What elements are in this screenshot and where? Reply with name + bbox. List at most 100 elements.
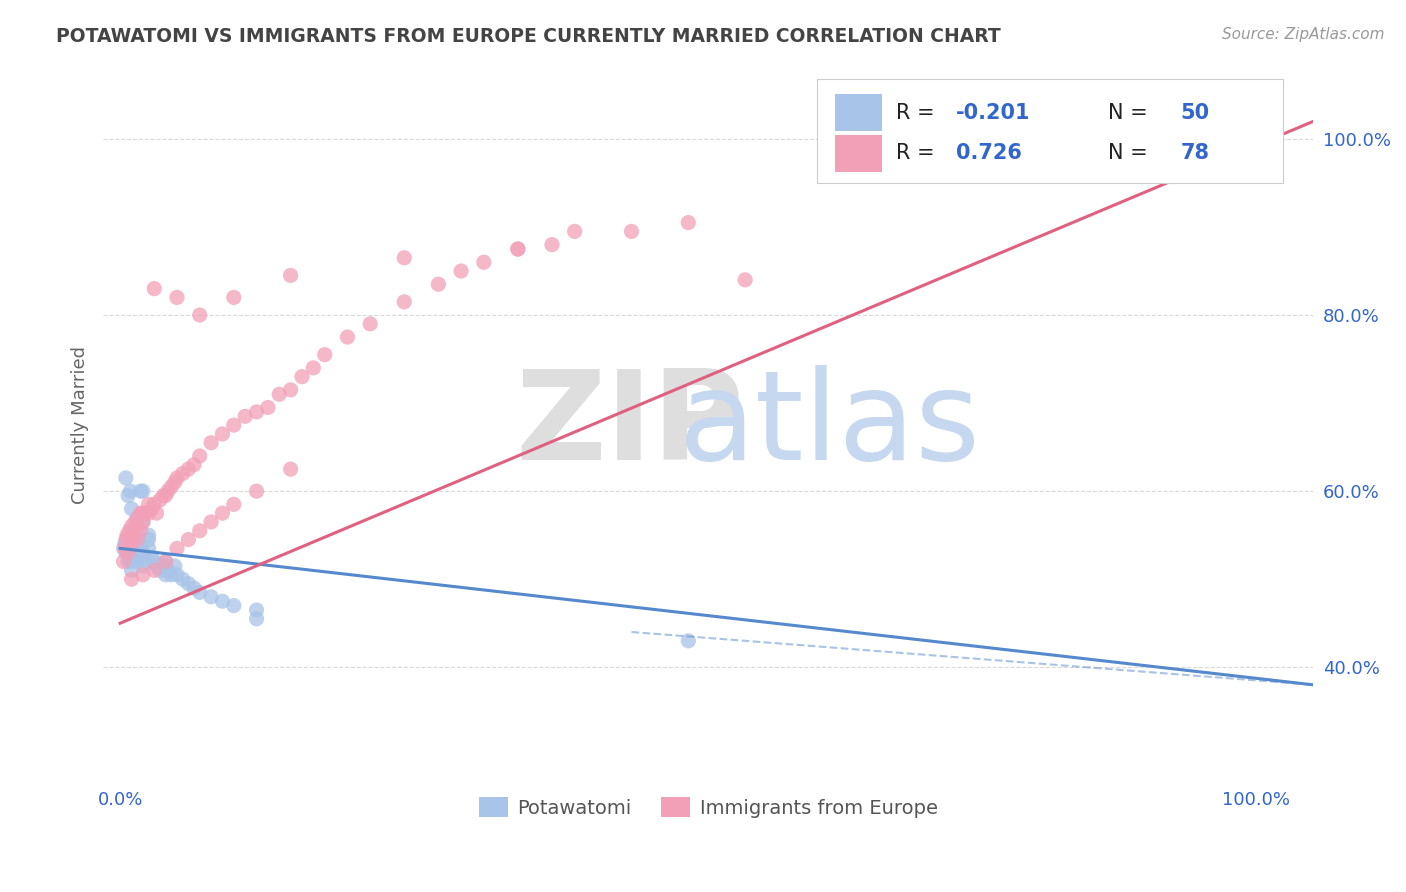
Point	[155, 555, 177, 569]
Point	[678, 633, 700, 648]
Point	[172, 572, 194, 586]
Point	[177, 576, 200, 591]
Text: 0.726: 0.726	[956, 144, 1022, 163]
Point	[118, 524, 141, 538]
Point	[177, 533, 200, 547]
Text: -0.201: -0.201	[956, 103, 1031, 123]
Point	[160, 480, 183, 494]
Point	[222, 497, 245, 511]
Point	[155, 567, 177, 582]
Point	[166, 541, 188, 556]
Point	[141, 501, 163, 516]
Point	[121, 533, 143, 547]
Point	[141, 550, 163, 565]
Point	[134, 506, 156, 520]
Point	[115, 533, 138, 547]
Point	[188, 585, 211, 599]
Point	[245, 484, 267, 499]
Point	[127, 555, 149, 569]
Point	[155, 489, 177, 503]
Point	[280, 268, 302, 283]
Point	[302, 360, 325, 375]
Point	[120, 484, 142, 499]
Point	[200, 435, 222, 450]
Text: 78: 78	[1180, 144, 1209, 163]
Point	[394, 294, 416, 309]
Point	[127, 510, 149, 524]
Point	[114, 537, 136, 551]
Text: atlas: atlas	[678, 365, 980, 485]
Text: ZIP: ZIP	[515, 365, 744, 485]
Point	[127, 519, 149, 533]
Point	[132, 567, 155, 582]
Point	[163, 559, 186, 574]
Point	[394, 251, 416, 265]
Point	[117, 546, 139, 560]
Point	[115, 471, 138, 485]
Point	[245, 603, 267, 617]
Point	[160, 567, 183, 582]
Point	[472, 255, 495, 269]
Point	[121, 563, 143, 577]
FancyBboxPatch shape	[817, 79, 1284, 183]
Point	[188, 308, 211, 322]
Point	[115, 533, 138, 547]
Text: N =: N =	[1108, 103, 1154, 123]
Point	[245, 612, 267, 626]
Point	[166, 567, 188, 582]
Point	[122, 524, 145, 538]
Point	[121, 501, 143, 516]
Point	[129, 506, 152, 520]
Point	[132, 515, 155, 529]
Point	[112, 541, 135, 556]
Point	[132, 546, 155, 560]
Point	[336, 330, 359, 344]
Point	[541, 237, 564, 252]
Point	[200, 590, 222, 604]
Point	[188, 449, 211, 463]
Point	[127, 510, 149, 524]
Point	[143, 563, 166, 577]
Point	[245, 405, 267, 419]
Point	[166, 290, 188, 304]
Point	[145, 559, 167, 574]
Point	[152, 559, 174, 574]
Point	[166, 471, 188, 485]
Text: POTAWATOMI VS IMMIGRANTS FROM EUROPE CURRENTLY MARRIED CORRELATION CHART: POTAWATOMI VS IMMIGRANTS FROM EUROPE CUR…	[56, 27, 1001, 45]
Point	[183, 581, 205, 595]
Point	[138, 533, 160, 547]
Point	[156, 484, 179, 499]
Point	[233, 409, 256, 424]
Point	[121, 528, 143, 542]
Point	[188, 524, 211, 538]
Point	[200, 515, 222, 529]
Point	[127, 533, 149, 547]
Point	[118, 550, 141, 565]
Point	[112, 555, 135, 569]
Point	[222, 599, 245, 613]
Point	[121, 572, 143, 586]
Point	[734, 273, 756, 287]
Point	[156, 563, 179, 577]
Point	[163, 475, 186, 490]
Point	[127, 533, 149, 547]
Point	[143, 282, 166, 296]
Y-axis label: Currently Married: Currently Married	[72, 346, 89, 504]
Point	[124, 546, 146, 560]
Point	[280, 383, 302, 397]
Point	[450, 264, 472, 278]
Point	[115, 546, 138, 560]
Text: R =: R =	[896, 144, 941, 163]
Point	[152, 489, 174, 503]
Point	[121, 528, 143, 542]
Point	[120, 537, 142, 551]
Point	[132, 559, 155, 574]
Point	[143, 555, 166, 569]
Point	[132, 515, 155, 529]
Point	[155, 555, 177, 569]
Point	[115, 528, 138, 542]
Point	[143, 497, 166, 511]
Point	[359, 317, 381, 331]
Point	[138, 528, 160, 542]
Point	[222, 290, 245, 304]
